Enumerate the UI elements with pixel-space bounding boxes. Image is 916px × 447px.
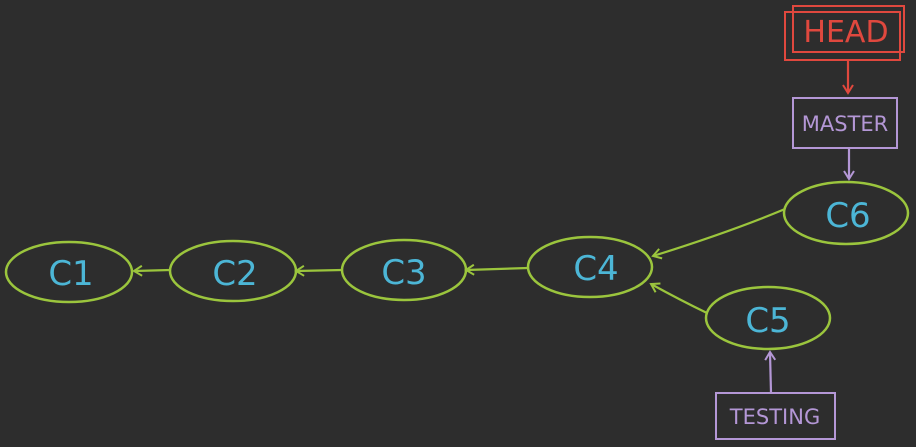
branch-master: MASTER — [792, 97, 898, 149]
commit-c3-label: C3 — [381, 253, 426, 293]
commit-c1-label: C1 — [48, 254, 93, 294]
link-c6-c4 — [651, 207, 786, 260]
commit-c6-label: C6 — [825, 196, 870, 236]
commit-c3: C3 — [340, 238, 468, 302]
link-c2-c1 — [132, 264, 171, 277]
commit-c2: C2 — [168, 239, 298, 303]
branch-testing-label: TESTING — [729, 405, 820, 429]
link-testing-c5 — [764, 350, 777, 394]
branch-testing: TESTING — [715, 392, 836, 440]
link-c4-c3 — [464, 263, 529, 276]
commit-c4-label: C4 — [573, 249, 618, 289]
head-label: HEAD — [803, 15, 888, 50]
link-c5-c4 — [649, 282, 708, 314]
link-c3-c2 — [294, 264, 343, 277]
commit-c5-label: C5 — [745, 301, 790, 341]
commit-c6: C6 — [782, 180, 910, 246]
commit-c4: C4 — [526, 235, 654, 299]
head-pointer: HEAD — [784, 5, 905, 61]
branch-master-label: MASTER — [802, 112, 889, 136]
commit-c1: C1 — [4, 240, 134, 304]
commit-c5: C5 — [704, 285, 832, 351]
commit-c2-label: C2 — [212, 254, 257, 294]
